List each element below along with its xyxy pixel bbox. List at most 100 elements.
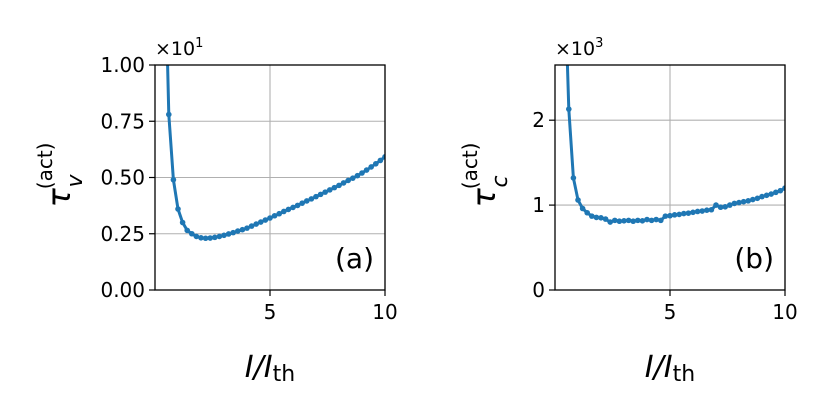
data-point-b-14 — [625, 217, 632, 224]
data-point-b-15 — [630, 218, 636, 225]
y-tick-label-a-0: 0.00 — [100, 278, 145, 302]
data-point-a-12 — [216, 233, 223, 240]
data-point-a-39 — [340, 180, 347, 186]
data-point-a-33 — [313, 193, 319, 200]
series-line-b — [565, 65, 785, 225]
data-point-a-25 — [276, 210, 283, 217]
data-point-b-44 — [763, 192, 770, 199]
data-point-a-14 — [225, 231, 232, 237]
x-tick-label-a-0: 5 — [264, 300, 277, 324]
series-path-a-0 — [166, 65, 385, 240]
chart-panel-a: 5 10 0.00 0.25 0.50 0.75 1.00 ×101 (a) I/Ith τ… — [33, 17, 398, 387]
data-point-b-38 — [736, 199, 742, 206]
data-point-b-48 — [782, 185, 785, 191]
data-point-a-5 — [184, 227, 190, 234]
data-point-a-21 — [258, 219, 264, 225]
data-point-b-33 — [713, 202, 719, 208]
data-point-b-16 — [635, 217, 641, 224]
data-point-b-21 — [658, 217, 664, 224]
data-point-a-13 — [221, 232, 227, 239]
y-tick-label-a-4: 1.00 — [100, 53, 145, 77]
data-point-a-40 — [345, 177, 352, 184]
y-axis-label-a: τ(act) v — [33, 143, 88, 208]
data-point-b-23 — [667, 212, 673, 219]
data-point-a-41 — [350, 175, 356, 181]
y-tick-label-a-1: 0.25 — [100, 222, 145, 246]
data-point-b-12 — [616, 218, 623, 225]
data-point-a-20 — [253, 221, 259, 227]
series-line-a — [164, 17, 385, 242]
data-point-a-0 — [164, 17, 170, 23]
data-point-b-45 — [768, 191, 774, 197]
data-point-b-35 — [722, 203, 728, 210]
data-point-b-20 — [653, 216, 659, 223]
data-point-b-1 — [566, 106, 572, 112]
ticks-a: 5 10 0.00 0.25 0.50 0.75 1.00 — [100, 53, 397, 324]
data-point-b-17 — [639, 218, 646, 224]
data-point-b-4 — [579, 205, 586, 212]
data-point-a-31 — [304, 198, 310, 204]
data-point-a-29 — [294, 202, 301, 209]
data-point-b-34 — [717, 204, 724, 211]
series-path-b-0 — [565, 65, 785, 224]
data-point-b-13 — [621, 218, 627, 224]
data-point-a-23 — [267, 215, 273, 221]
data-point-b-19 — [648, 217, 655, 224]
data-point-b-47 — [777, 187, 784, 194]
data-point-a-10 — [207, 235, 213, 241]
data-point-a-36 — [327, 187, 333, 193]
data-point-a-34 — [317, 191, 324, 198]
y-axis-label-b: τ(act) c — [458, 143, 513, 208]
data-point-a-24 — [271, 212, 278, 219]
multiplier-b: ×103 — [555, 36, 603, 60]
chart-panel-b: 5 10 0 1 2 ×103 (b) I/Ith τ(act) c — [458, 36, 798, 387]
data-point-b-18 — [644, 216, 650, 223]
data-point-a-22 — [262, 217, 269, 223]
data-point-a-43 — [359, 170, 365, 176]
data-point-a-30 — [299, 200, 306, 206]
data-point-a-48 — [382, 154, 385, 160]
data-point-a-7 — [193, 233, 200, 240]
data-point-b-37 — [731, 200, 738, 207]
data-point-a-8 — [198, 235, 204, 241]
y-tick-label-b-1: 1 — [532, 193, 545, 217]
data-point-b-8 — [598, 215, 604, 221]
y-tick-label-b-2: 2 — [532, 108, 545, 132]
x-axis-label-b: I/Ith — [645, 350, 695, 387]
data-point-a-42 — [354, 172, 361, 179]
data-point-a-18 — [244, 225, 250, 231]
data-point-b-5 — [584, 209, 590, 216]
data-point-b-31 — [704, 207, 710, 213]
x-axis-label-a: I/Ith — [245, 350, 295, 387]
data-point-a-26 — [281, 208, 287, 215]
data-point-a-17 — [239, 226, 246, 233]
x-tick-label-b-0: 5 — [664, 300, 677, 324]
y-tick-label-a-3: 0.75 — [100, 109, 145, 133]
data-point-a-16 — [235, 228, 241, 234]
data-point-a-11 — [212, 234, 218, 241]
data-point-b-30 — [699, 208, 705, 214]
data-point-a-38 — [336, 182, 342, 189]
data-point-b-46 — [773, 189, 779, 196]
data-point-b-43 — [759, 193, 765, 200]
data-point-b-42 — [754, 195, 761, 202]
data-point-a-47 — [377, 157, 384, 164]
data-point-b-36 — [727, 202, 733, 208]
data-point-a-44 — [363, 167, 370, 173]
data-point-a-28 — [290, 204, 296, 211]
data-point-a-9 — [202, 235, 209, 242]
data-point-b-41 — [750, 196, 756, 203]
data-point-a-32 — [308, 196, 315, 202]
data-point-b-11 — [612, 217, 618, 224]
x-tick-label-a-1: 10 — [372, 300, 397, 324]
data-point-b-29 — [694, 208, 701, 215]
data-point-b-25 — [676, 211, 682, 218]
data-point-b-6 — [589, 213, 595, 219]
ticks-b: 5 10 0 1 2 — [532, 108, 797, 324]
data-point-b-24 — [671, 212, 678, 218]
data-point-b-9 — [602, 216, 609, 222]
data-point-a-45 — [368, 164, 375, 170]
data-point-b-26 — [681, 210, 687, 217]
x-tick-label-b-1: 10 — [772, 300, 797, 324]
data-point-b-28 — [690, 209, 696, 216]
